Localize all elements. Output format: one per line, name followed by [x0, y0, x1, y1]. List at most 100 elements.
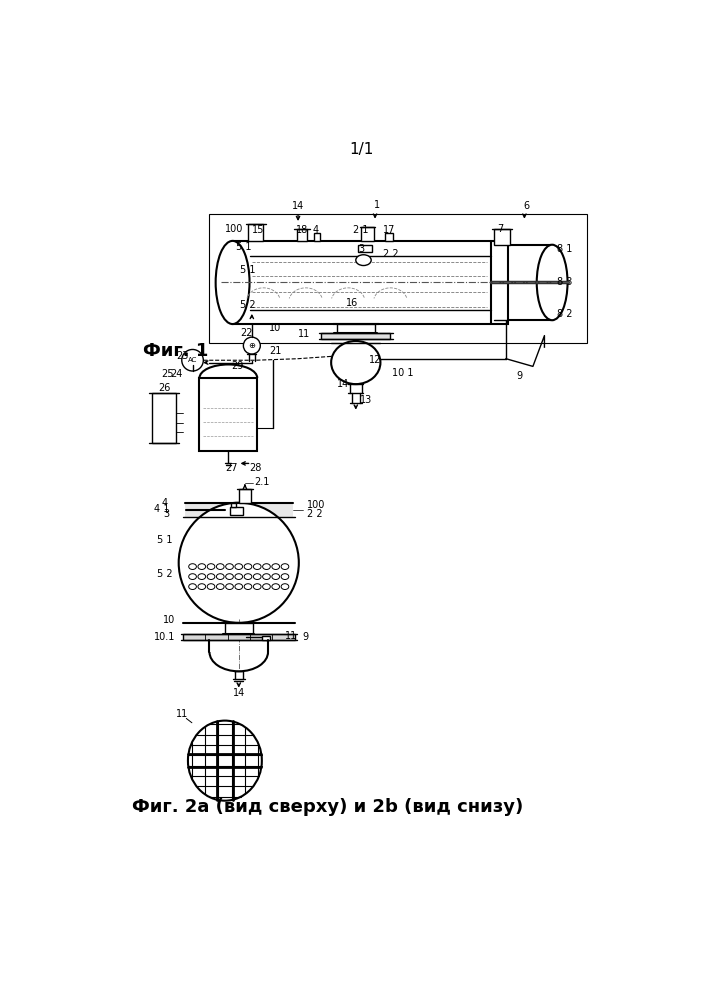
Ellipse shape — [272, 584, 279, 590]
Ellipse shape — [182, 349, 204, 371]
Text: 27: 27 — [226, 463, 238, 473]
Ellipse shape — [253, 574, 261, 579]
Text: 12: 12 — [369, 355, 381, 365]
Text: 9: 9 — [516, 371, 522, 381]
Bar — [494, 229, 510, 245]
Text: 4: 4 — [312, 225, 319, 235]
Bar — [321, 333, 390, 339]
Text: 14: 14 — [233, 688, 245, 698]
Text: 16: 16 — [346, 298, 358, 308]
Bar — [248, 224, 264, 241]
Ellipse shape — [207, 564, 215, 569]
Ellipse shape — [226, 564, 233, 569]
Ellipse shape — [179, 503, 299, 623]
Ellipse shape — [216, 564, 224, 569]
Bar — [185, 503, 293, 517]
Ellipse shape — [207, 584, 215, 590]
Text: 10.1: 10.1 — [154, 632, 175, 642]
Bar — [385, 233, 393, 241]
Ellipse shape — [216, 241, 250, 324]
Text: 2 1: 2 1 — [353, 225, 368, 235]
Ellipse shape — [198, 564, 206, 569]
Text: ⊕: ⊕ — [248, 341, 255, 350]
Text: 23: 23 — [176, 351, 189, 361]
Bar — [314, 233, 320, 241]
Text: 28: 28 — [249, 463, 262, 473]
Bar — [358, 245, 372, 252]
Ellipse shape — [189, 574, 197, 579]
Text: 22: 22 — [240, 328, 252, 338]
Ellipse shape — [235, 584, 243, 590]
Text: 13: 13 — [360, 395, 372, 405]
Ellipse shape — [198, 574, 206, 579]
Bar — [199, 378, 257, 451]
Bar — [337, 324, 375, 333]
Text: 3: 3 — [358, 244, 364, 254]
Bar — [491, 245, 552, 320]
Text: 10: 10 — [163, 615, 175, 625]
Ellipse shape — [198, 584, 206, 590]
Ellipse shape — [262, 584, 270, 590]
Bar — [231, 503, 235, 507]
Ellipse shape — [216, 574, 224, 579]
Bar — [262, 636, 269, 640]
Text: 1/1: 1/1 — [350, 142, 374, 157]
Text: 1: 1 — [373, 200, 380, 210]
Bar — [361, 227, 373, 241]
Text: 5 1: 5 1 — [157, 535, 173, 545]
Ellipse shape — [189, 564, 197, 569]
Bar — [182, 634, 295, 640]
Ellipse shape — [235, 574, 243, 579]
Text: 3: 3 — [163, 509, 170, 519]
Ellipse shape — [226, 574, 233, 579]
Text: AC: AC — [188, 357, 197, 363]
Ellipse shape — [244, 564, 252, 569]
Text: 9: 9 — [303, 632, 309, 642]
Text: 2 2: 2 2 — [382, 249, 398, 259]
Text: 17: 17 — [382, 225, 395, 235]
Bar — [233, 241, 508, 324]
Text: 24: 24 — [170, 369, 182, 379]
Text: 5 2: 5 2 — [240, 300, 256, 310]
Text: 11: 11 — [285, 631, 297, 641]
Text: 8 1: 8 1 — [557, 244, 572, 254]
Text: 21: 21 — [269, 346, 281, 356]
Bar — [209, 214, 587, 343]
Text: 26: 26 — [158, 383, 171, 393]
Bar — [152, 393, 176, 443]
Ellipse shape — [188, 721, 262, 801]
Ellipse shape — [262, 564, 270, 569]
Ellipse shape — [331, 341, 380, 384]
Text: 4 1: 4 1 — [154, 504, 170, 514]
Ellipse shape — [272, 574, 279, 579]
Bar — [225, 623, 252, 634]
Text: 5 1: 5 1 — [236, 242, 252, 252]
Text: 100: 100 — [225, 224, 243, 234]
Ellipse shape — [189, 584, 197, 590]
Text: 7: 7 — [498, 224, 503, 234]
Ellipse shape — [243, 337, 260, 354]
Bar — [296, 229, 308, 241]
Ellipse shape — [281, 574, 288, 579]
Text: 10: 10 — [269, 323, 281, 333]
Text: 11: 11 — [298, 329, 310, 339]
Ellipse shape — [281, 564, 288, 569]
Text: 5 2: 5 2 — [157, 569, 173, 579]
Text: 25: 25 — [161, 369, 173, 379]
Text: 6: 6 — [523, 201, 529, 211]
Text: 14: 14 — [337, 379, 349, 389]
Ellipse shape — [244, 574, 252, 579]
Text: 8 3: 8 3 — [557, 277, 572, 287]
Text: 11: 11 — [175, 709, 188, 719]
Text: 18: 18 — [296, 225, 308, 235]
Bar — [230, 507, 243, 515]
Text: 2 2: 2 2 — [307, 509, 322, 519]
Ellipse shape — [537, 245, 568, 320]
Ellipse shape — [235, 564, 243, 569]
Text: 8 2: 8 2 — [557, 309, 572, 319]
Ellipse shape — [216, 584, 224, 590]
Ellipse shape — [272, 564, 279, 569]
Text: 14: 14 — [292, 201, 304, 211]
Text: 5 1: 5 1 — [240, 265, 256, 275]
Text: 15: 15 — [252, 225, 264, 235]
